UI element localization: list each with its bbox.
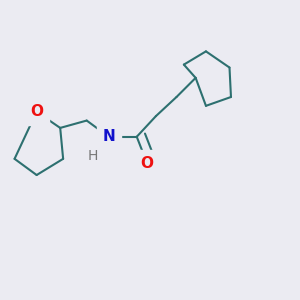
Text: N: N: [102, 129, 115, 144]
Text: O: O: [141, 156, 154, 171]
Text: H: H: [87, 149, 98, 163]
Text: O: O: [30, 104, 43, 119]
